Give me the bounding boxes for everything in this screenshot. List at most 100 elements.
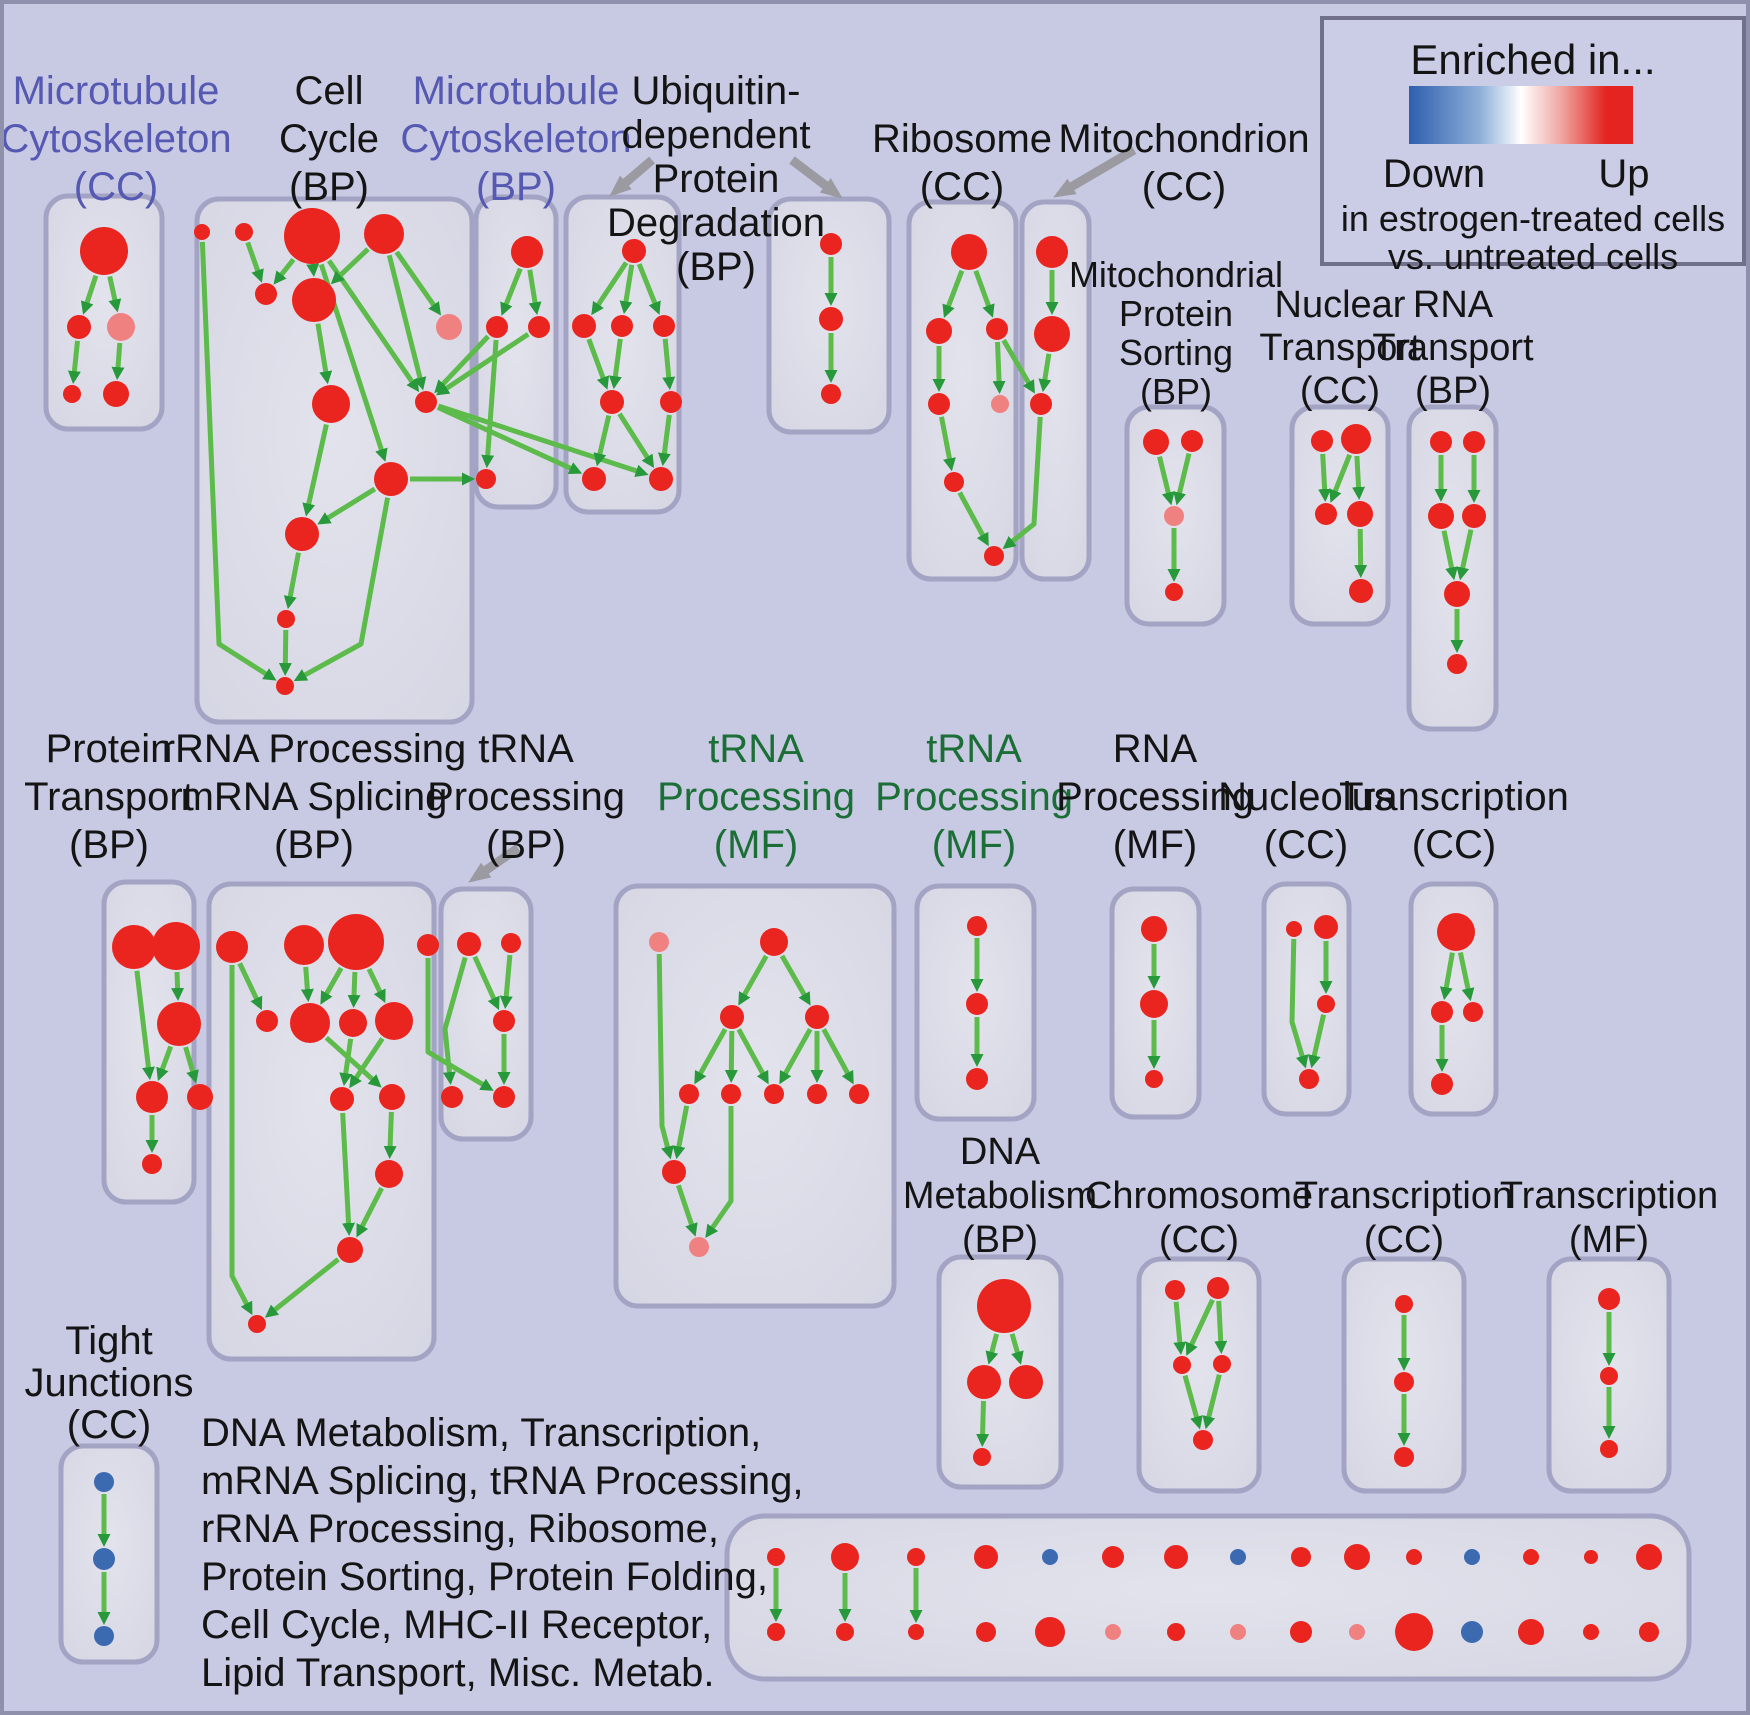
edge-cc1-cc4: [245, 241, 264, 283]
strip-node-bottom-14: [1583, 1624, 1599, 1640]
node-u2: [611, 315, 633, 337]
edge-u4-u7: [617, 412, 655, 469]
node-cc4: [255, 283, 277, 305]
edge-mb2-cc7: [435, 332, 530, 396]
node-d2: [966, 1068, 988, 1090]
edge-a2-a7: [366, 967, 386, 1004]
network-edges: [67, 241, 1616, 1625]
strip-node-top-4: [974, 1545, 998, 1569]
strip-node-top-5: [1042, 1549, 1058, 1565]
legend-subtitle-line1: in estrogen-treated cells: [1340, 198, 1726, 239]
node-f1: [1314, 915, 1338, 939]
edge-cc3-cc6: [394, 250, 442, 316]
edge-p0-p3: [134, 970, 155, 1081]
node-l3: [1213, 1355, 1231, 1373]
edge-r2-w2: [1001, 338, 1035, 394]
cluster-label-ubiquitin-degradation-bp-a: Ubiquitin-dependent Protein Degradation (BP…: [607, 69, 825, 289]
node-p3: [136, 1081, 168, 1113]
node-a1: [284, 925, 324, 965]
edge-a9-a10: [383, 1111, 397, 1159]
strip-node-top-9: [1291, 1547, 1311, 1567]
node-r1: [926, 318, 952, 344]
strip-node-top-6: [1102, 1546, 1124, 1568]
strip-node-top-15: [1636, 1544, 1662, 1570]
cluster-label-cell-cycle-bp: Cell Cycle (BP): [279, 69, 379, 209]
node-mt0: [80, 227, 128, 275]
edge-c5-c10: [705, 1106, 734, 1239]
node-tb3: [441, 1086, 463, 1108]
edge-cc9-cc10: [317, 486, 377, 525]
legend-title: Enriched in...: [1410, 36, 1656, 83]
strip-node-bottom-9: [1290, 1621, 1312, 1643]
node-u4: [600, 390, 624, 414]
edge-c2-c6: [736, 1028, 769, 1085]
node-cc10: [285, 517, 319, 551]
node-u6: [582, 467, 606, 491]
edge-u0-u2: [619, 264, 635, 315]
node-tb4: [493, 1086, 515, 1108]
cluster-box-transcription-cc-mid: [1408, 881, 1499, 1117]
node-c0: [649, 932, 669, 952]
legend-subtitle-line2: vs. untreated cells: [1387, 236, 1679, 277]
edge-w1-w2: [1038, 353, 1052, 393]
cluster-label-ribosome-cc: Ribosome (CC): [872, 117, 1052, 209]
gray-arrow-ubiquitin-to-right-box: [789, 156, 843, 199]
cluster-label-protein-transport-bp: Protein Transport (BP): [24, 727, 194, 867]
edge-mb0-mb1: [500, 267, 523, 316]
strip-node-bottom-1: [767, 1623, 785, 1641]
strip-node-top-13: [1523, 1549, 1539, 1565]
strip-node-top-1: [767, 1548, 785, 1566]
node-c4: [679, 1084, 699, 1104]
strip-node-top-12: [1464, 1549, 1480, 1565]
edge-c1-c3: [779, 954, 811, 1006]
edge-a2-a5: [320, 966, 344, 1005]
node-a12: [248, 1315, 266, 1333]
edge-k0-k1: [985, 1333, 1000, 1365]
node-w0: [1036, 236, 1068, 268]
node-c6: [764, 1084, 784, 1104]
node-t1: [1341, 424, 1371, 454]
node-k3: [973, 1448, 991, 1466]
edge-r3-r5: [939, 416, 956, 472]
node-cc6: [436, 314, 462, 340]
edge-c2-c5: [724, 1030, 738, 1083]
edge-t3-t4: [1354, 528, 1368, 578]
edge-q3-q4: [1456, 529, 1474, 581]
node-v1: [819, 307, 843, 331]
node-p0: [112, 925, 156, 969]
edge-c1-c2: [738, 954, 769, 1006]
node-q2: [1428, 503, 1454, 529]
node-k1: [967, 1365, 1001, 1399]
node-mt1: [67, 315, 91, 339]
node-mb1: [486, 316, 508, 338]
edge-u3-u5: [662, 338, 676, 391]
cluster-label-rna-processing-mf: RNA Processing (MF): [1056, 727, 1254, 867]
node-r0: [951, 234, 987, 270]
node-a3: [417, 934, 439, 956]
edge-a11-a12: [264, 1257, 340, 1318]
edge-f0-f3: [1289, 938, 1309, 1069]
node-cc3: [364, 214, 404, 254]
strip-node-top-14: [1584, 1550, 1598, 1564]
strip-node-bottom-6: [1105, 1624, 1121, 1640]
node-q3: [1462, 504, 1486, 528]
edge-cc2-cc4: [273, 257, 296, 285]
cluster-label-rna-transport-bp: RNA Transport (BP): [1372, 284, 1534, 412]
strip-node-top-7: [1164, 1545, 1188, 1569]
node-a6: [339, 1009, 367, 1037]
network-diagram-canvas: Microtubule Cytoskeleton (CC) Cell Cycle (BP)…: [4, 69, 1718, 1695]
edge-s0-s2: [1157, 456, 1175, 506]
node-a2: [328, 914, 384, 970]
cluster-label-microtubule-cytoskeleton-bp: Microtubule Cytoskeleton (BP): [400, 69, 631, 209]
node-y0: [1598, 1288, 1620, 1310]
edge-t1-t3: [1352, 455, 1366, 500]
gray-arrow-trna-bp-to-box: [468, 844, 521, 883]
cluster-label-mitochondrial-protein-sorting-bp: Mitochondrial Protein Sorting (BP): [1069, 254, 1283, 412]
node-tb1: [501, 933, 521, 953]
node-q5: [1447, 654, 1467, 674]
node-tb0: [457, 932, 481, 956]
edge-k1-k3: [976, 1400, 990, 1447]
edge-t1-t2: [1329, 453, 1353, 503]
node-v0: [820, 233, 842, 255]
edge-h0-h2: [1457, 951, 1475, 1002]
